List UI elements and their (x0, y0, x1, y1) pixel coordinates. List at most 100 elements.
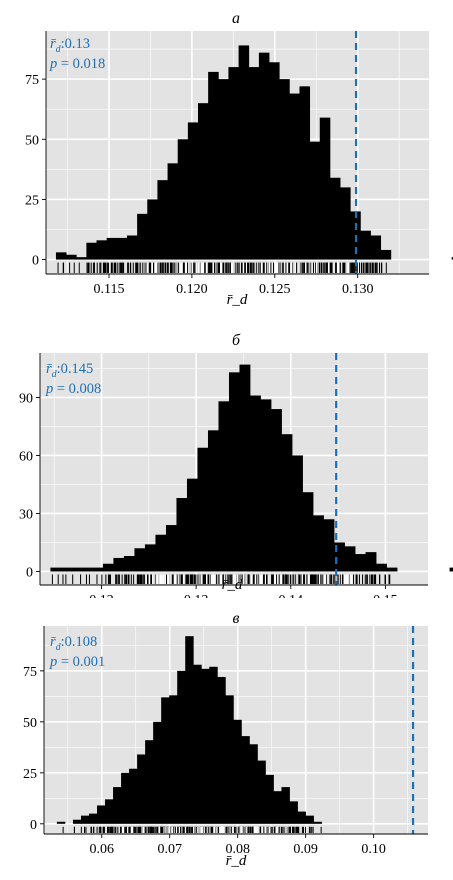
y-tick-label: 30 (19, 507, 33, 522)
x-tick-label: 0.130 (342, 282, 374, 297)
histogram-bar (305, 815, 314, 824)
histogram-bar (233, 719, 242, 824)
histogram-bar (176, 498, 188, 572)
histogram-bar (50, 567, 62, 572)
histogram-bar (313, 821, 322, 824)
histogram-bar (376, 563, 387, 572)
histogram-bar (218, 401, 230, 572)
annotation-stat-value-c: :0.108 (61, 634, 98, 650)
annotation-stat-value-a: :0.13 (61, 36, 90, 52)
histogram-bar (281, 434, 293, 572)
x-axis-label-c: r̄_d (226, 853, 247, 869)
y-tick-label: 25 (25, 193, 39, 208)
histogram-bar (273, 791, 282, 824)
annotation-stat-label-a: r̄ (50, 36, 56, 52)
x-tick-label: 0.14 (279, 593, 304, 598)
histogram-bar (344, 546, 356, 572)
histogram-bar (56, 821, 66, 824)
x-axis-label-b: r̄_d (222, 577, 243, 593)
y-tick-label: 75 (25, 73, 39, 88)
x-tick-label: 0.10 (361, 842, 386, 857)
histogram-bar (238, 45, 250, 260)
histogram-bar (257, 760, 266, 824)
annotation-stat-sub-b: d (52, 369, 58, 380)
chart-a-svg: а 0.115 0.120 0.125 0.130 0 25 50 75 r̄d:0.13 p… (25, 10, 453, 308)
histogram-bar (147, 199, 158, 260)
histogram-bar (299, 86, 311, 260)
histogram-bar (106, 237, 118, 260)
histogram-bar (279, 79, 290, 260)
chart-title-a: а (232, 10, 240, 27)
histogram-panel-b: б 0.12 0.13 0.14 0.15 0 30 60 90 r̄d:0.145 p = … (0, 328, 453, 598)
x-axis-label-text-b: r̄_d (222, 577, 243, 593)
axes-a: 0.115 0.120 0.125 0.130 0 25 50 75 (25, 31, 429, 297)
annotation-stat-label-c: r̄ (50, 634, 56, 650)
histogram-bar (365, 552, 377, 572)
histogram-bar (145, 740, 154, 824)
axes-b: 0.12 0.13 0.14 0.15 0 30 60 90 (19, 353, 428, 598)
histogram-bar (329, 177, 341, 260)
histogram-bar (451, 257, 453, 260)
histogram-bar (198, 103, 209, 260)
x-tick-label: 0.06 (90, 842, 115, 857)
annotation-stat-label-b: r̄ (46, 361, 52, 377)
histogram-bar (248, 67, 260, 260)
histogram-bar (185, 636, 194, 824)
y-tick-label: 90 (19, 391, 33, 406)
histogram-bar (271, 409, 282, 572)
histogram-bar (157, 180, 168, 260)
histogram-bar (228, 67, 239, 260)
histogram-bar (386, 567, 398, 572)
histogram-bar (355, 554, 366, 572)
bars-a (55, 45, 453, 260)
x-tick-label: 0.09 (293, 842, 318, 857)
histogram-bar (225, 695, 234, 824)
histogram-bar (137, 213, 148, 260)
histogram-bar (260, 399, 272, 572)
histogram-bar (186, 478, 198, 572)
histogram-bar (71, 567, 83, 572)
rug-b (51, 574, 391, 584)
histogram-bar (313, 515, 324, 572)
annotation-p-value-a: = 0.018 (57, 56, 105, 72)
histogram-bar (208, 71, 219, 260)
histogram-bar (281, 787, 290, 824)
histogram-bar (249, 395, 261, 572)
histogram-bar (370, 235, 382, 260)
x-tick-label: 0.115 (94, 282, 125, 297)
histogram-bar (228, 372, 240, 572)
histogram-bar (289, 93, 300, 260)
x-axis-label-a: r̄_d (227, 292, 248, 308)
histogram-bar (201, 668, 210, 824)
y-tick-label: 0 (26, 565, 33, 580)
histogram-bar (72, 819, 82, 824)
x-tick-label: 0.12 (89, 593, 114, 598)
x-tick-label: 0.13 (184, 593, 209, 598)
y-tick-label: 0 (30, 818, 37, 833)
histogram-bar (207, 430, 219, 572)
histogram-bar (289, 801, 298, 824)
histogram-bar (323, 519, 335, 572)
y-tick-label: 25 (23, 767, 37, 782)
histogram-bar (197, 447, 209, 572)
histogram-bar (113, 787, 122, 824)
histogram-bar (239, 364, 251, 572)
histogram-bar (92, 567, 104, 572)
histogram-bar (169, 695, 178, 824)
histogram-bar (292, 455, 303, 572)
histogram-bar (116, 237, 128, 260)
histogram-bar (123, 556, 135, 572)
histogram-bar (334, 542, 345, 572)
annotation-p-a: p = 0.018 (49, 56, 105, 72)
histogram-bar (258, 52, 270, 260)
histogram-bar (380, 249, 392, 260)
annotation-stat-c: r̄d:0.108 (50, 634, 97, 653)
histogram-bar (81, 567, 93, 572)
histogram-bar (137, 754, 146, 824)
y-tick-label: 0 (32, 254, 39, 269)
histogram-bar (126, 235, 138, 260)
annotation-p-label-a: p (49, 56, 57, 72)
annotation-stat-value-b: :0.145 (57, 361, 94, 377)
histogram-bar (340, 187, 351, 260)
histogram-bar (217, 676, 226, 824)
